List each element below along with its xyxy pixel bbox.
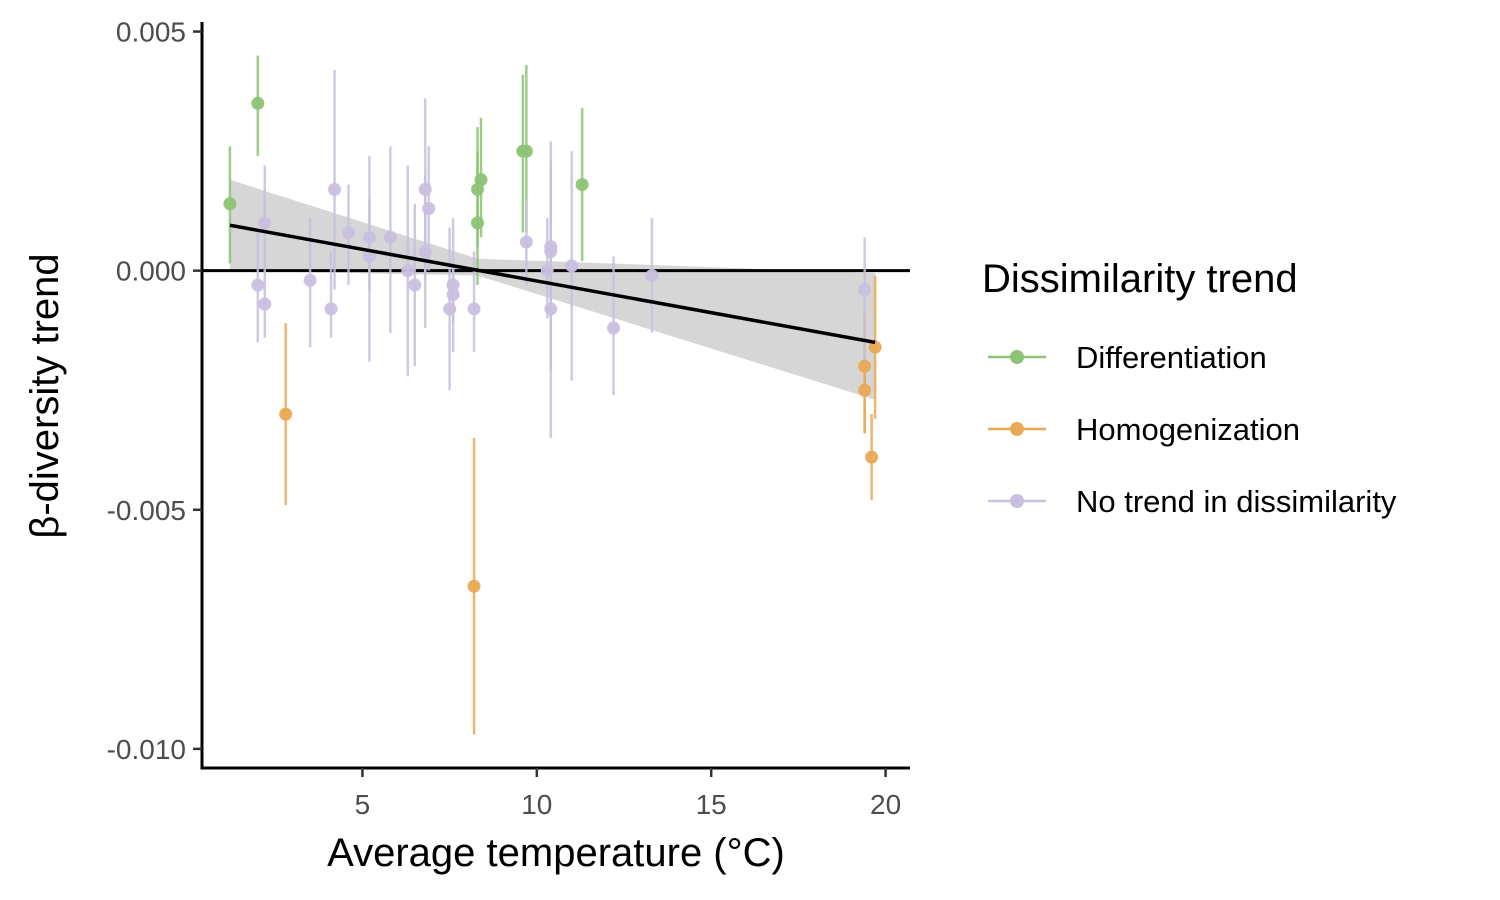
data-point <box>303 273 317 287</box>
legend-label: Differentiation <box>1076 340 1267 375</box>
y-tick-label: -0.005 <box>107 495 186 526</box>
x-axis-title: Average temperature (°C) <box>327 831 785 875</box>
x-tick-label: 15 <box>696 789 727 820</box>
legend-key-point <box>1010 350 1024 364</box>
data-point <box>324 302 338 316</box>
data-point <box>858 359 872 373</box>
y-tick-label: 0.005 <box>116 17 186 48</box>
data-point <box>868 340 882 354</box>
data-point <box>408 278 422 292</box>
data-point <box>362 249 376 263</box>
data-point <box>341 225 355 239</box>
legend-items: Differentiation Homogenization No trend in… <box>988 340 1397 519</box>
data-point <box>418 182 432 196</box>
data-point <box>362 230 376 244</box>
data-point <box>865 450 879 464</box>
x-tick-label: 20 <box>870 789 901 820</box>
data-point <box>858 283 872 297</box>
x-tick-label: 5 <box>355 789 371 820</box>
y-tick-label: -0.010 <box>107 734 186 765</box>
data-point <box>467 579 481 593</box>
data-point <box>519 144 533 158</box>
confidence-band <box>229 179 876 400</box>
data-point <box>251 278 265 292</box>
data-point <box>328 182 342 196</box>
data-point <box>446 288 460 302</box>
data-point <box>607 321 621 335</box>
axes: 5 10 15 20 0.005 0.000 -0.005 -0.010 <box>107 17 910 820</box>
data-point <box>443 302 457 316</box>
data-point <box>422 202 436 215</box>
legend: Dissimilarity trend Differentiation Homog… <box>982 257 1397 519</box>
data-point <box>401 264 415 278</box>
legend-key-point <box>1010 494 1024 508</box>
y-tick-label: 0.000 <box>116 256 186 287</box>
data-point <box>544 302 558 316</box>
data-point <box>383 230 397 244</box>
data-point <box>471 216 485 230</box>
plot-area <box>202 55 910 735</box>
data-point <box>467 302 481 316</box>
data-point <box>251 96 265 110</box>
data-point <box>223 197 237 211</box>
data-point <box>565 259 579 273</box>
data-point <box>279 407 293 421</box>
regression-line <box>229 223 876 345</box>
data-point <box>474 173 488 187</box>
data-point <box>544 245 558 259</box>
x-tick-label: 10 <box>521 789 552 820</box>
data-point <box>645 268 659 282</box>
data-point <box>446 278 460 292</box>
legend-label: No trend in dissimilarity <box>1076 484 1397 519</box>
legend-label: Homogenization <box>1076 412 1300 447</box>
data-point <box>418 245 432 259</box>
data-point <box>258 216 272 230</box>
y-axis-title: β-diversity trend <box>23 253 67 538</box>
data-point <box>258 297 272 311</box>
data-point <box>575 178 589 192</box>
data-point <box>858 383 872 397</box>
data-point <box>540 264 554 278</box>
legend-key-point <box>1010 422 1024 436</box>
data-point <box>519 235 533 249</box>
legend-title: Dissimilarity trend <box>982 257 1298 301</box>
